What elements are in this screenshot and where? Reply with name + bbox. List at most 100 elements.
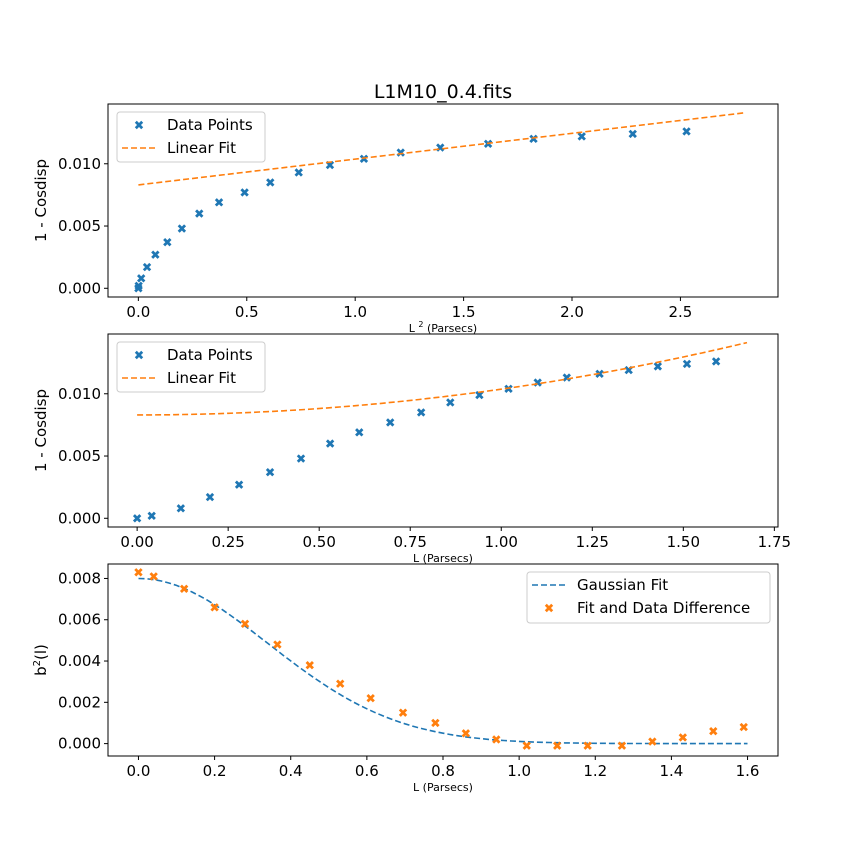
legend-marker	[544, 603, 554, 613]
data-point	[492, 735, 501, 744]
data-point	[137, 274, 146, 283]
data-point	[355, 428, 364, 437]
x-tick-label: 0.5	[235, 303, 259, 321]
x-tick-label: 1.50	[667, 533, 700, 551]
y-tick-label: 0.005	[58, 217, 101, 235]
data-point	[653, 362, 663, 371]
series-gaussian-fit	[138, 577, 748, 745]
data-point	[522, 741, 531, 750]
y-tick-label: 0.000	[58, 509, 101, 527]
x-tick-label: 0.0	[127, 762, 151, 780]
y-axis-label: 1 - Cosdisp	[32, 389, 50, 472]
x-axis-label: L (Parsecs)	[413, 552, 473, 565]
data-point	[461, 729, 471, 738]
data-point	[583, 741, 592, 750]
legend-label: Linear Fit	[167, 369, 236, 387]
data-point	[562, 373, 571, 382]
data-point	[577, 132, 586, 141]
legend-label: Data Points	[167, 116, 253, 134]
x-axis-label-main: L	[409, 322, 419, 335]
data-point	[205, 492, 215, 502]
panel-l-squared: 0.0 0.5 1.0 1.5 2.0 2.5 0.000 0.005 0.010 L 2 (Pa…	[32, 103, 779, 335]
data-point	[682, 359, 692, 369]
y-tick-label: 0.010	[58, 385, 101, 403]
series-data-points	[134, 127, 691, 293]
x-tick-label: 0.2	[203, 762, 227, 780]
x-tick-label: 1.4	[659, 762, 683, 780]
y-tick-label: 0.000	[58, 279, 101, 297]
data-point	[132, 514, 142, 523]
data-point	[529, 134, 538, 144]
x-tick-label: 2.0	[560, 303, 584, 321]
data-point	[195, 209, 204, 218]
x-axis-label: L 2 (Parsecs)	[409, 320, 477, 335]
data-point	[266, 178, 275, 187]
fit-curve	[138, 577, 748, 745]
data-point	[214, 198, 224, 207]
x-tick-label: 0.6	[355, 762, 379, 780]
data-point	[177, 224, 187, 233]
data-point	[134, 281, 143, 290]
data-point	[294, 168, 303, 177]
legend: Data Points Linear Fit	[116, 111, 266, 163]
x-tick-label: 0.25	[211, 533, 244, 551]
data-point	[179, 584, 189, 593]
fit-line	[138, 111, 746, 186]
data-point	[336, 679, 345, 688]
y-tick-label: 0.006	[58, 611, 101, 629]
data-point	[682, 127, 691, 136]
x-tick-label: 1.0	[343, 303, 367, 321]
x-tick-label: 1.2	[583, 762, 607, 780]
data-point	[240, 619, 250, 629]
data-point	[446, 398, 455, 407]
x-tick-label: 0.0	[126, 303, 150, 321]
data-point	[475, 390, 484, 400]
x-tick-label: 0.4	[279, 762, 303, 780]
data-point	[142, 262, 152, 272]
x-tick-label: 1.5	[452, 303, 476, 321]
x-tick-label: 0.50	[302, 533, 335, 551]
fit-curve	[137, 341, 748, 416]
y-tick-label: 0.002	[58, 693, 101, 711]
data-point	[366, 694, 375, 703]
x-tick-label: 1.0	[507, 762, 531, 780]
legend-label: Gaussian Fit	[577, 576, 668, 594]
y-axis-label-sup: 2	[32, 660, 43, 666]
y-tick-label: 0.004	[58, 652, 101, 670]
x-tick-label: 1.6	[736, 762, 760, 780]
data-point	[273, 640, 282, 649]
data-point	[210, 603, 219, 612]
legend-box	[526, 571, 771, 624]
data-point	[648, 737, 657, 746]
y-tick-label: 0.008	[58, 569, 101, 587]
data-point	[711, 357, 721, 366]
data-point	[325, 439, 335, 448]
legend-label: Data Points	[167, 346, 253, 364]
data-point	[240, 188, 249, 197]
series-linear-fit	[137, 341, 748, 416]
data-point	[163, 238, 172, 247]
y-axis-label: b2(l)	[32, 644, 50, 676]
data-point	[628, 129, 637, 139]
data-point	[739, 722, 748, 732]
x-tick-label: 0.8	[431, 762, 455, 780]
x-tick-label: 1.00	[485, 533, 518, 551]
data-point	[416, 408, 426, 417]
x-axis-label: L (Parsecs)	[413, 781, 473, 794]
x-tick-label: 2.5	[668, 303, 692, 321]
data-point	[296, 454, 306, 463]
legend-box	[116, 111, 266, 163]
data-point	[234, 480, 244, 489]
legend: Gaussian Fit Fit and Data Difference	[526, 571, 771, 624]
legend-label: Linear Fit	[167, 139, 236, 157]
series-data-points	[132, 357, 721, 523]
y-tick-label: 0.005	[58, 447, 101, 465]
y-axis-label-rest: (l)	[32, 644, 50, 660]
data-point	[134, 568, 143, 577]
data-point	[265, 468, 275, 477]
y-tick-label: 0.010	[58, 155, 101, 173]
plot-frame	[107, 333, 779, 528]
y-axis-label-main: b	[32, 666, 50, 676]
data-point	[553, 741, 562, 750]
